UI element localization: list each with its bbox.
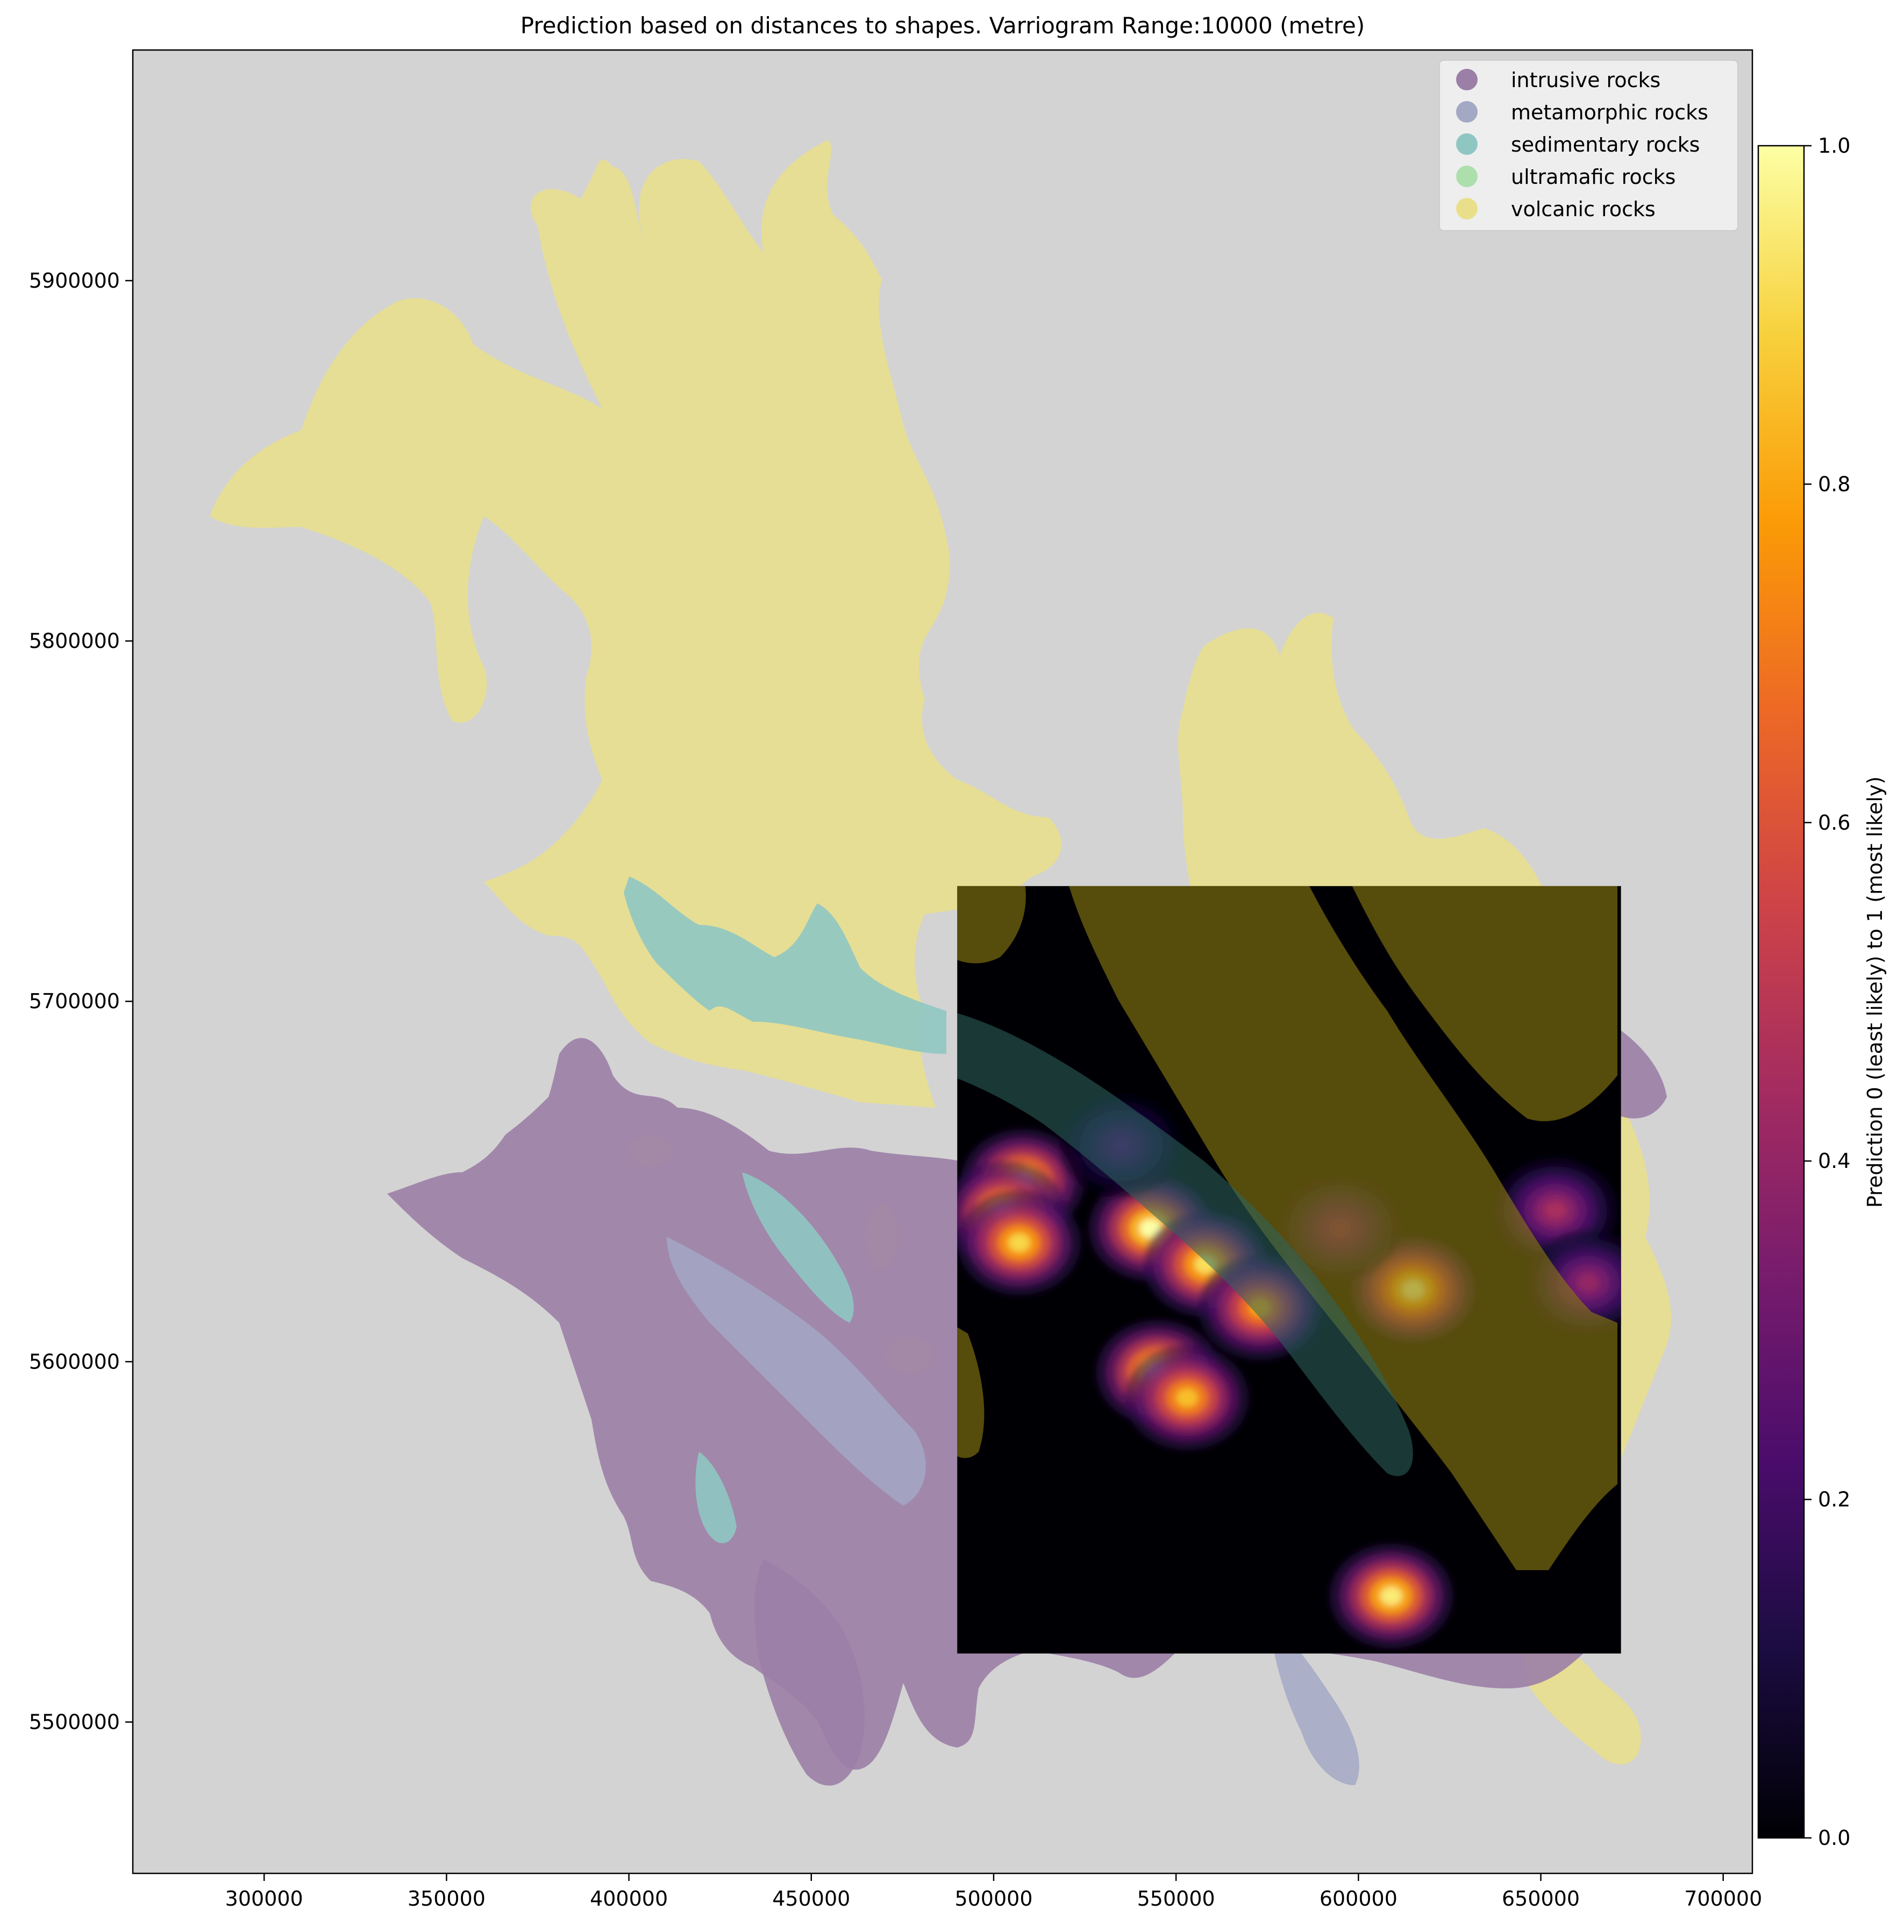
x-axis: 300000 350000 400000 450000 500000 550000 6000… [225, 1873, 1762, 1910]
legend-label-sedimentary: sedimentary rocks [1511, 133, 1700, 156]
legend-box [1439, 60, 1738, 231]
colorbar-tick-label: 0.2 [1818, 1488, 1850, 1512]
colorbar-ticks: 0.0 0.2 0.4 0.6 0.8 1.0 [1804, 134, 1850, 1850]
legend-marker-metamorphic [1456, 101, 1478, 123]
legend: intrusive rocks metamorphic rocks sedime… [1439, 60, 1738, 231]
sedimentary-overlay [957, 1013, 1413, 1477]
legend-label-intrusive: intrusive rocks [1511, 68, 1660, 92]
x-tick-label: 300000 [225, 1887, 303, 1910]
x-tick-label: 350000 [408, 1887, 486, 1910]
legend-label-metamorphic: metamorphic rocks [1511, 101, 1708, 124]
colorbar-tick-label: 0.4 [1818, 1149, 1850, 1173]
colorbar-tick-label: 0.8 [1818, 472, 1850, 496]
hotspot [957, 1190, 1081, 1295]
y-tick-label: 5900000 [29, 269, 120, 293]
volcanic-overlay [1069, 886, 1617, 1570]
legend-marker-ultramafic [1456, 166, 1478, 187]
y-tick-label: 5800000 [29, 629, 120, 653]
colorbar-tick-label: 0.6 [1818, 811, 1850, 835]
sedimentary-rocks-area [624, 876, 946, 1054]
hotspot-ring [1008, 1233, 1031, 1252]
y-tick-label: 5600000 [29, 1350, 120, 1373]
volcanic-rocks-area [210, 140, 1061, 1108]
colorbar: 0.0 0.2 0.4 0.6 0.8 1.0 Prediction 0 (least l… [1757, 134, 1887, 1850]
legend-marker-volcanic [1456, 198, 1478, 219]
x-tick-label: 400000 [590, 1887, 668, 1910]
x-tick-label: 450000 [772, 1887, 850, 1910]
y-axis: 5500000 5600000 5700000 5800000 5900000 [29, 269, 133, 1734]
hotspot-ring [1577, 1273, 1600, 1292]
metamorphic-rocks-area [667, 1237, 926, 1506]
x-tick-label: 700000 [1684, 1887, 1762, 1910]
plot-frame [132, 49, 1753, 1874]
hotspot [1329, 1543, 1453, 1649]
legend-label-ultramafic: ultramafic rocks [1511, 165, 1675, 189]
x-tick-label: 650000 [1502, 1887, 1580, 1910]
legend-marker-intrusive [1456, 69, 1478, 90]
chart-title: Prediction based on distances to shapes.… [520, 12, 1365, 39]
hotspot [1125, 1345, 1249, 1451]
y-tick-label: 5500000 [29, 1710, 120, 1734]
colorbar-ramp [1757, 145, 1805, 1839]
colorbar-tick-label: 1.0 [1818, 134, 1850, 158]
x-tick-label: 600000 [1320, 1887, 1397, 1910]
y-tick-label: 5700000 [29, 989, 120, 1013]
x-tick-label: 500000 [954, 1887, 1032, 1910]
colorbar-tick-label: 0.0 [1818, 1826, 1850, 1850]
prediction-grid [957, 886, 1621, 1654]
hotspot-ring [1544, 1201, 1567, 1220]
colorbar-label: Prediction 0 (least likely) to 1 (most l… [1863, 776, 1887, 1208]
legend-label-volcanic: volcanic rocks [1511, 197, 1656, 221]
x-tick-label: 550000 [1137, 1887, 1215, 1910]
legend-marker-sedimentary [1456, 133, 1478, 155]
geology-layers [210, 140, 1671, 1786]
hotspot-ring [1175, 1388, 1199, 1407]
hotspot-ring [1380, 1586, 1403, 1606]
